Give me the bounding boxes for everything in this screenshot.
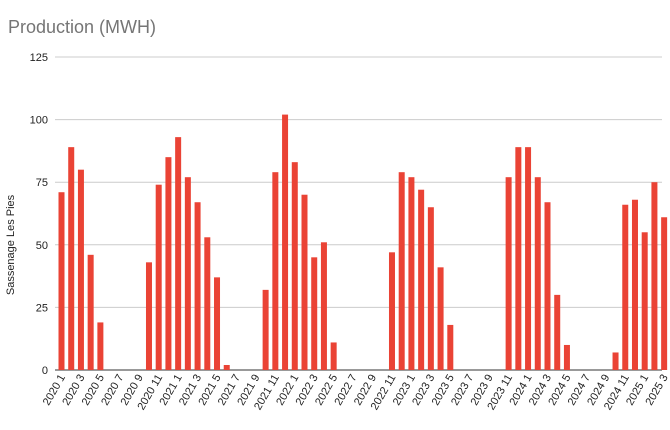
bar xyxy=(447,324,454,370)
y-tick-label: 100 xyxy=(30,115,48,127)
bar xyxy=(291,162,298,370)
chart-title: Production (MWH) xyxy=(8,17,157,37)
bar xyxy=(87,254,94,370)
y-axis-ticks: 0 25 50 75 100 125 xyxy=(30,52,48,377)
y-axis-title: Sassenage Les Pies xyxy=(5,194,17,295)
bar xyxy=(155,184,162,370)
bar xyxy=(544,202,551,370)
y-tick-label: 25 xyxy=(36,302,48,314)
bar xyxy=(534,177,541,370)
bar xyxy=(631,199,638,370)
bar xyxy=(194,202,201,370)
bar xyxy=(612,352,619,370)
bar xyxy=(427,207,434,370)
bar xyxy=(272,172,279,370)
bar xyxy=(68,147,75,370)
bar xyxy=(214,277,221,370)
bar xyxy=(301,194,308,370)
bar xyxy=(165,157,172,370)
bar xyxy=(388,252,395,370)
bar xyxy=(525,147,532,370)
gridlines xyxy=(55,56,662,371)
bar xyxy=(408,177,415,370)
bar xyxy=(505,177,512,370)
bar xyxy=(77,169,84,370)
y-tick-label: 0 xyxy=(42,365,48,377)
y-tick-label: 50 xyxy=(36,240,48,252)
bar xyxy=(282,114,289,370)
bar xyxy=(398,172,405,370)
bar xyxy=(622,204,629,370)
bar xyxy=(641,232,648,370)
bar xyxy=(515,147,522,370)
bar xyxy=(58,192,65,370)
bar xyxy=(661,217,668,370)
bar xyxy=(311,257,318,370)
bar xyxy=(175,137,182,370)
bar xyxy=(145,262,152,370)
bar xyxy=(223,364,230,370)
y-tick-label: 125 xyxy=(30,52,48,64)
bar xyxy=(554,294,561,370)
bar xyxy=(418,189,425,370)
bar xyxy=(330,342,337,370)
bar xyxy=(320,242,327,370)
bars xyxy=(58,114,668,370)
bar xyxy=(563,344,570,370)
bar xyxy=(262,289,269,370)
bar xyxy=(437,267,444,370)
bar xyxy=(97,322,104,370)
y-tick-label: 75 xyxy=(36,177,48,189)
bar xyxy=(184,177,191,370)
bar xyxy=(204,237,211,370)
bar xyxy=(651,182,658,370)
